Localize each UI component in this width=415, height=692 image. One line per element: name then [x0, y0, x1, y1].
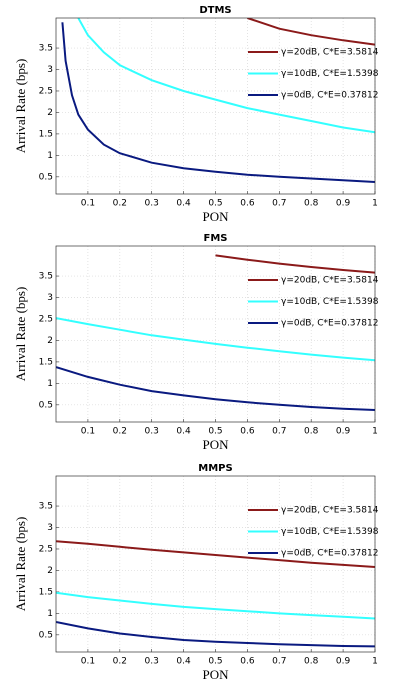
y-axis-label: Arrival Rate (bps) [13, 287, 28, 382]
x-tick-label: 0.8 [304, 657, 319, 667]
x-tick-label: 0.2 [113, 427, 127, 437]
legend-label: γ=20dB, C*E=3.5814 [281, 276, 379, 286]
x-tick-label: 0.9 [336, 657, 351, 667]
chart-title: FMS [204, 233, 228, 244]
series-line [56, 317, 375, 362]
chart-title: MMPS [198, 463, 232, 474]
y-tick-label: 2 [47, 108, 53, 118]
series-line [56, 540, 375, 568]
x-tick-label: 0.1 [81, 657, 95, 667]
x-axis-label: PON [202, 667, 229, 682]
y-tick-label: 2.5 [39, 314, 53, 324]
y-tick-label: 0.5 [39, 172, 53, 182]
x-tick-label: 0.5 [208, 427, 222, 437]
y-tick-label: 1.5 [39, 129, 53, 139]
x-tick-label: 0.8 [304, 199, 319, 209]
y-tick-label: 1 [47, 609, 53, 619]
axes-frame [55, 245, 376, 423]
x-tick-label: 0.1 [81, 199, 95, 209]
axes-frame [55, 475, 376, 653]
y-tick-label: 3 [47, 65, 53, 75]
x-tick-label: 0.9 [336, 427, 351, 437]
y-tick-label: 2.5 [39, 544, 53, 554]
x-tick-label: 0.4 [176, 199, 191, 209]
y-tick-label: 0.5 [39, 400, 53, 410]
y-tick-label: 3.5 [39, 44, 53, 54]
chart-title: DTMS [199, 5, 231, 16]
x-tick-label: 1 [372, 427, 378, 437]
legend-label: γ=0dB, C*E=0.37812 [281, 549, 378, 559]
x-tick-label: 0.5 [208, 199, 222, 209]
series-line [56, 621, 375, 648]
legend-label: γ=10dB, C*E=1.5398 [281, 69, 379, 79]
y-tick-label: 1 [47, 151, 53, 161]
x-tick-label: 0.5 [208, 657, 222, 667]
legend-label: γ=10dB, C*E=1.5398 [281, 527, 379, 537]
x-tick-label: 0.3 [145, 427, 159, 437]
x-tick-label: 0.1 [81, 427, 95, 437]
legend-label: γ=10dB, C*E=1.5398 [281, 297, 379, 307]
x-axis-label: PON [202, 209, 229, 224]
y-tick-label: 1 [47, 379, 53, 389]
series-line [56, 366, 375, 411]
x-tick-label: 0.9 [336, 199, 351, 209]
series-line [77, 18, 375, 134]
legend-label: γ=0dB, C*E=0.37812 [281, 91, 378, 101]
x-tick-label: 1 [372, 199, 378, 209]
axes-frame [55, 17, 376, 195]
legend-label: γ=0dB, C*E=0.37812 [281, 319, 378, 329]
x-tick-label: 0.8 [304, 427, 319, 437]
y-tick-label: 2 [47, 566, 53, 576]
legend-label: γ=20dB, C*E=3.5814 [281, 506, 379, 516]
x-tick-label: 0.3 [145, 657, 159, 667]
y-axis-label: Arrival Rate (bps) [13, 59, 28, 154]
x-tick-label: 0.4 [176, 427, 191, 437]
y-tick-label: 2.5 [39, 86, 53, 96]
y-tick-label: 3.5 [39, 502, 53, 512]
y-axis-label: Arrival Rate (bps) [13, 517, 28, 612]
x-tick-label: 0.4 [176, 657, 191, 667]
x-tick-label: 0.2 [113, 657, 127, 667]
series-line [61, 22, 375, 183]
y-tick-label: 2 [47, 336, 53, 346]
y-tick-label: 3 [47, 293, 53, 303]
x-tick-label: 1 [372, 657, 378, 667]
x-tick-label: 0.7 [272, 657, 286, 667]
x-tick-label: 0.6 [240, 427, 255, 437]
x-tick-label: 0.2 [113, 199, 127, 209]
y-tick-label: 1.5 [39, 587, 53, 597]
series-line [56, 591, 375, 620]
series-line [247, 18, 375, 46]
x-tick-label: 0.6 [240, 199, 255, 209]
x-tick-label: 0.3 [145, 199, 159, 209]
y-tick-label: 3 [47, 523, 53, 533]
x-tick-label: 0.6 [240, 657, 255, 667]
y-tick-label: 0.5 [39, 630, 53, 640]
x-tick-label: 0.7 [272, 199, 286, 209]
x-axis-label: PON [202, 437, 229, 452]
y-tick-label: 3.5 [39, 272, 53, 282]
y-tick-label: 1.5 [39, 357, 53, 367]
legend-label: γ=20dB, C*E=3.5814 [281, 48, 379, 58]
series-line [215, 254, 375, 274]
x-tick-label: 0.7 [272, 427, 286, 437]
